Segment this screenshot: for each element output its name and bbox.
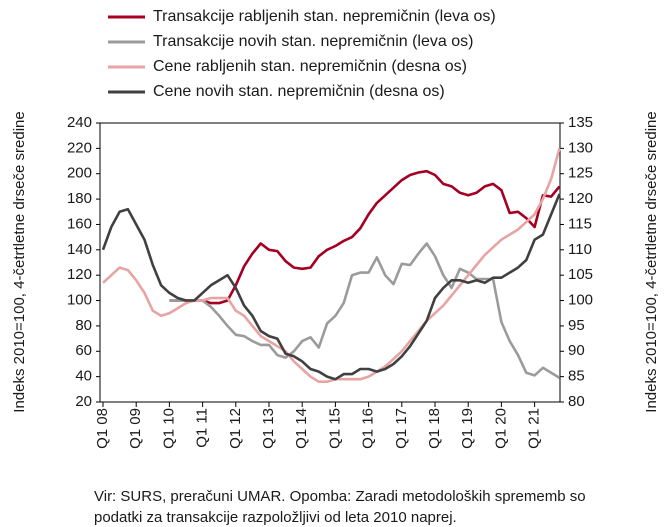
y2-tick-label: 110 (568, 241, 592, 258)
y2-tick-label: 135 (568, 114, 593, 131)
x-tick-label: Q1 10 (160, 408, 177, 449)
y2-tick-label: 80 (568, 393, 585, 410)
y-tick-label: 140 (67, 241, 92, 258)
y-tick-label: 40 (75, 368, 92, 385)
legend-text: Transakcije novih stan. nepremičnin (lev… (153, 33, 473, 50)
y2-tick-label: 95 (568, 317, 585, 334)
series-line (102, 148, 561, 383)
y2-tick-label: 85 (568, 368, 585, 385)
y-tick-label: 120 (67, 266, 92, 283)
y-tick-label: 100 (67, 292, 92, 309)
x-tick-label: Q1 16 (360, 408, 377, 449)
y2-tick-label: 130 (568, 139, 593, 156)
y2-axis-label: Indeks 2010=100, 4-četrtletne drseče sre… (643, 111, 660, 412)
y-tick-label: 220 (67, 139, 92, 156)
series-line (101, 193, 561, 381)
x-tick-label: Q1 20 (492, 408, 509, 449)
y-tick-label: 200 (67, 165, 92, 182)
y-tick-label: 180 (67, 190, 92, 207)
legend-text: Cene novih stan. nepremičnin (desna os) (153, 83, 445, 100)
y-tick-label: 160 (67, 215, 92, 232)
x-tick-label: Q1 09 (127, 408, 144, 449)
y2-tick-label: 115 (568, 215, 592, 232)
x-tick-label: Q1 17 (393, 408, 410, 449)
x-tick-label: Q1 08 (94, 408, 111, 449)
y2-tick-label: 120 (568, 190, 593, 207)
legend-text: Transakcije rabljenih stan. nepremičnin … (153, 8, 496, 25)
series-line (169, 242, 561, 380)
y-tick-label: 240 (67, 114, 92, 131)
x-tick-label: Q1 15 (326, 408, 343, 449)
y2-tick-label: 100 (568, 292, 593, 309)
y2-tick-label: 105 (568, 266, 593, 283)
x-tick-label: Q1 21 (526, 408, 543, 449)
note: Vir: SURS, preračuni UMAR. Opomba: Zarad… (94, 488, 586, 505)
y2-tick-label: 90 (568, 342, 585, 359)
x-tick-label: Q1 12 (227, 408, 244, 449)
x-tick-label: Q1 19 (459, 408, 476, 449)
plot-frame (99, 122, 561, 403)
legend-text: Cene rabljenih stan. nepremičnin (desna … (153, 58, 467, 75)
x-tick-label: Q1 18 (426, 408, 443, 449)
x-tick-label: Q1 14 (293, 408, 310, 449)
y2-tick-label: 125 (568, 165, 593, 182)
y-axis-label: Indeks 2010=100, 4-četrtletne drseče sre… (11, 111, 28, 412)
x-tick-label: Q1 11 (194, 408, 211, 448)
y-tick-label: 20 (75, 393, 92, 410)
series-line (169, 169, 561, 305)
note: podatki za transakcije razpoložljivi od … (94, 509, 457, 526)
y-tick-label: 60 (75, 342, 92, 359)
y-tick-label: 80 (75, 317, 92, 334)
x-tick-label: Q1 13 (260, 408, 277, 449)
